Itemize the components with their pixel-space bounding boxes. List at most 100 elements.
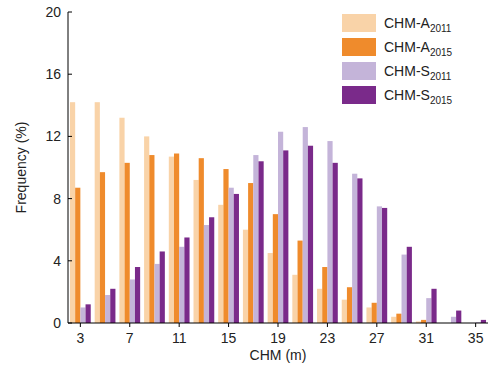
- bar: [347, 287, 352, 323]
- legend-swatch: [342, 86, 376, 104]
- legend-label-main: CHM-A: [384, 39, 431, 55]
- bar: [396, 314, 401, 323]
- bar: [352, 174, 357, 323]
- bar: [431, 289, 436, 323]
- bar: [268, 253, 273, 323]
- bar: [194, 180, 199, 323]
- y-tick: [68, 260, 72, 261]
- x-tick: [475, 323, 476, 327]
- bar: [110, 289, 115, 323]
- y-tick-label: 8: [53, 191, 61, 207]
- bar: [426, 298, 431, 323]
- bar: [125, 163, 130, 323]
- bar: [169, 157, 174, 323]
- bar: [160, 251, 165, 323]
- bar: [223, 169, 228, 323]
- bar: [184, 237, 189, 323]
- bar: [342, 300, 347, 323]
- chart: 0481216203711151923273135CHM (m)Frequenc…: [0, 0, 500, 375]
- legend-label: CHM-A2011: [384, 15, 452, 34]
- x-tick-label: 19: [270, 330, 286, 346]
- bar: [229, 188, 234, 323]
- bar: [70, 102, 75, 323]
- x-tick: [426, 323, 427, 327]
- legend-label-sub: 2011: [430, 71, 452, 82]
- bar: [204, 225, 209, 323]
- x-tick: [278, 323, 279, 327]
- bar: [144, 136, 149, 323]
- legend-label-sub: 2015: [430, 95, 453, 106]
- bar: [308, 146, 313, 323]
- legend: CHM-A2011CHM-A2015CHM-S2011CHM-S2015: [342, 14, 453, 106]
- bar: [243, 230, 248, 323]
- x-tick: [179, 323, 180, 327]
- y-tick: [68, 136, 72, 137]
- bar: [218, 205, 223, 323]
- bar: [283, 150, 288, 323]
- y-tick-label: 0: [53, 315, 61, 331]
- bar: [366, 307, 371, 323]
- bar: [382, 208, 387, 323]
- y-tick: [68, 74, 72, 75]
- bar: [75, 188, 80, 323]
- x-tick: [129, 323, 130, 327]
- bar: [451, 317, 456, 323]
- legend-label-main: CHM-A: [384, 15, 431, 31]
- bar: [154, 264, 159, 323]
- bar: [372, 303, 377, 323]
- bar: [377, 206, 382, 323]
- legend-label-main: CHM-S: [384, 63, 430, 79]
- y-axis-label: Frequency (%): [13, 122, 29, 214]
- bar: [456, 311, 461, 323]
- y-tick-label: 16: [45, 66, 61, 82]
- legend-swatch: [342, 14, 376, 32]
- legend-label-sub: 2011: [430, 23, 452, 34]
- x-tick-label: 27: [369, 330, 385, 346]
- x-tick-label: 23: [320, 330, 336, 346]
- bar: [105, 295, 110, 323]
- x-tick-label: 3: [76, 330, 84, 346]
- bar: [179, 247, 184, 323]
- legend-label: CHM-A2015: [384, 39, 453, 58]
- bar: [234, 194, 239, 323]
- legend-swatch: [342, 38, 376, 56]
- legend-label: CHM-S2011: [384, 63, 452, 82]
- bar: [407, 247, 412, 323]
- x-tick-label: 15: [221, 330, 237, 346]
- bar: [86, 304, 91, 323]
- x-tick: [228, 323, 229, 327]
- legend-swatch: [342, 62, 376, 80]
- x-tick-label: 31: [418, 330, 434, 346]
- bar: [253, 155, 258, 323]
- x-axis-label: CHM (m): [250, 347, 307, 363]
- bar: [333, 163, 338, 323]
- bar: [119, 118, 124, 323]
- y-tick: [68, 323, 72, 324]
- y-axis: [68, 12, 69, 323]
- y-tick-label: 12: [45, 128, 61, 144]
- x-tick-label: 11: [172, 330, 187, 346]
- bar: [135, 267, 140, 323]
- bar: [95, 102, 100, 323]
- y-tick-label: 4: [53, 253, 61, 269]
- bar: [298, 241, 303, 323]
- bar: [149, 155, 154, 323]
- legend-label-sub: 2015: [430, 47, 453, 58]
- bar: [273, 214, 278, 323]
- y-tick: [68, 198, 72, 199]
- bar: [248, 183, 253, 323]
- bar: [322, 267, 327, 323]
- bar: [199, 158, 204, 323]
- bar: [80, 307, 85, 323]
- y-tick: [68, 12, 72, 13]
- y-tick-label: 20: [45, 4, 61, 20]
- bar: [391, 317, 396, 323]
- bar: [317, 289, 322, 323]
- bar: [100, 172, 105, 323]
- bar: [278, 132, 283, 323]
- bars: [70, 102, 486, 323]
- bar: [130, 279, 135, 323]
- bar: [327, 141, 332, 323]
- bar: [174, 154, 179, 323]
- x-tick: [80, 323, 81, 327]
